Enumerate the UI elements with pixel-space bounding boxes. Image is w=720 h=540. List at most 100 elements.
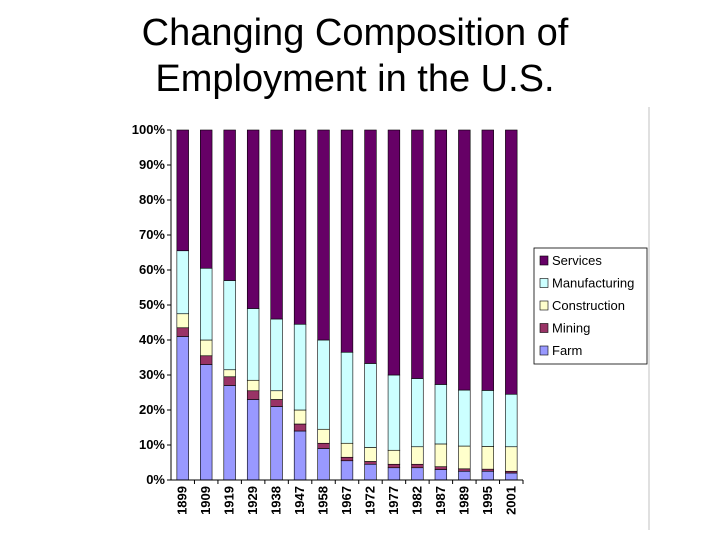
y-tick-label: 10%: [139, 437, 165, 452]
bar-segment-manufacturing-1967: [340, 351, 354, 444]
bar-segment-construction-1967: [340, 442, 354, 458]
bar-segment-mining-1995: [481, 468, 494, 472]
bar-segment-construction-2001: [505, 446, 518, 472]
legend: Services Manufacturing Construction Mining F…: [533, 247, 648, 365]
bar-segment-farm-1967: [340, 460, 354, 481]
bar-segment-farm-1947: [293, 430, 307, 481]
bar-segment-farm-1982: [411, 467, 424, 481]
bar-segment-services-1967: [340, 129, 354, 353]
bar-segment-construction-1947: [293, 409, 307, 425]
x-tick-label: 1989: [456, 486, 471, 515]
x-axis: 1899 1909 1919 1929 1938 1947 1958 1967 1972 1977…: [171, 479, 524, 515]
bar-segment-manufacturing-2001: [505, 393, 518, 448]
bar-segment-services-1899: [176, 129, 189, 252]
bar-segment-farm-1989: [458, 470, 471, 481]
y-axis: 0% 10% 20% 30% 40% 50% 60% 70% 80% 90% 100%: [132, 122, 172, 487]
legend-swatch-construction: [539, 300, 549, 311]
legend-swatch-manufacturing: [539, 278, 549, 288]
x-tick-label: 1909: [198, 486, 213, 515]
bar-segment-services-1977: [387, 129, 401, 376]
x-tick-label: 1919: [222, 486, 237, 515]
bar-segment-farm-1972: [364, 463, 377, 481]
bar-segment-farm-1958: [317, 448, 330, 481]
x-tick-label: 1987: [433, 486, 448, 515]
legend-label-mining: Mining: [552, 321, 590, 336]
bar-segment-manufacturing-1909: [200, 267, 213, 341]
legend-label-farm: Farm: [552, 343, 582, 358]
bar-segment-manufacturing-1899: [176, 250, 189, 315]
legend-box: [533, 247, 648, 365]
bar-segment-manufacturing-1989: [458, 389, 471, 447]
bar-segment-construction-1995: [481, 446, 494, 470]
y-tick-label: 80%: [139, 192, 165, 207]
bar-segment-mining-1972: [364, 461, 377, 465]
y-tick-label: 60%: [139, 262, 165, 277]
bar-segment-manufacturing-1995: [481, 390, 494, 447]
bar-segment-construction-1977: [387, 449, 401, 465]
legend-label-manufacturing: Manufacturing: [552, 276, 634, 291]
bar-segment-construction-1909: [200, 339, 213, 357]
bar-segment-construction-1929: [246, 379, 260, 392]
bar-segment-mining-1929: [246, 390, 260, 400]
bar-segment-services-1958: [317, 129, 330, 341]
bar-segment-construction-1899: [176, 313, 189, 329]
bar-segment-mining-1989: [458, 468, 471, 472]
bar-segment-services-1909: [200, 129, 213, 269]
bar-segment-mining-1977: [387, 463, 401, 469]
bar-segment-mining-1899: [176, 327, 189, 337]
title-line-2: Employment in the U.S.: [155, 58, 555, 100]
bar-segment-services-1938: [270, 129, 283, 320]
x-tick-label: 1995: [480, 486, 495, 515]
bar-segment-farm-1909: [200, 364, 213, 481]
bar-segment-manufacturing-1987: [434, 384, 448, 445]
x-tick-label: 1977: [386, 486, 401, 515]
bar-segment-construction-1987: [434, 443, 448, 468]
legend-label-construction: Construction: [552, 298, 625, 313]
y-tick-label: 30%: [139, 367, 165, 382]
bar-segment-manufacturing-1919: [223, 280, 236, 371]
bar-segment-farm-1899: [176, 336, 189, 481]
y-tick-label: 50%: [139, 297, 165, 312]
y-tick-label: 100%: [132, 122, 166, 137]
bar-segment-farm-1987: [434, 469, 448, 481]
bar-segment-mining-1909: [200, 355, 213, 365]
bar-segment-manufacturing-1929: [246, 308, 260, 381]
bar-segment-mining-1938: [270, 399, 283, 407]
bar-segment-services-1989: [458, 129, 471, 391]
bar-segment-services-1972: [364, 129, 377, 364]
bar-segment-farm-1977: [387, 467, 401, 481]
page-title: Changing Composition of Employment in th…: [0, 10, 710, 102]
bar-segment-mining-1967: [340, 456, 354, 462]
bar-segment-mining-1958: [317, 442, 330, 449]
x-tick-label: 1982: [409, 486, 424, 515]
y-tick-label: 40%: [139, 332, 165, 347]
x-tick-label: 1929: [245, 486, 260, 515]
bar-segment-manufacturing-1947: [293, 323, 307, 411]
legend-swatch-farm: [539, 345, 549, 356]
bar-segment-manufacturing-1972: [364, 363, 377, 448]
y-tick-label: 70%: [139, 227, 165, 242]
y-tick-label: 20%: [139, 402, 165, 417]
y-tick-label: 90%: [139, 157, 165, 172]
title-line-1: Changing Composition of: [141, 12, 569, 54]
bar-segment-services-1982: [411, 129, 424, 379]
bar-segment-mining-1982: [411, 463, 424, 469]
bar-segment-services-2001: [505, 129, 518, 395]
bar-segment-farm-1938: [270, 406, 283, 481]
legend-swatch-mining: [539, 323, 549, 333]
bar-segment-farm-1929: [246, 399, 260, 481]
bar-segment-farm-1995: [481, 470, 494, 481]
y-tick-label: 0%: [146, 472, 165, 487]
bar-segment-mining-1987: [434, 466, 448, 470]
x-tick-label: 1899: [175, 486, 190, 515]
legend-swatch-services: [539, 255, 549, 266]
x-tick-label: 1967: [339, 486, 354, 515]
bar-segment-services-1919: [223, 129, 236, 281]
bar-segment-construction-1989: [458, 445, 471, 470]
bar-segment-farm-1919: [223, 385, 236, 481]
bar-segment-construction-1958: [317, 428, 330, 444]
bars: [176, 129, 518, 481]
bar-segment-construction-1938: [270, 390, 283, 400]
bar-segment-farm-2001: [505, 472, 518, 481]
